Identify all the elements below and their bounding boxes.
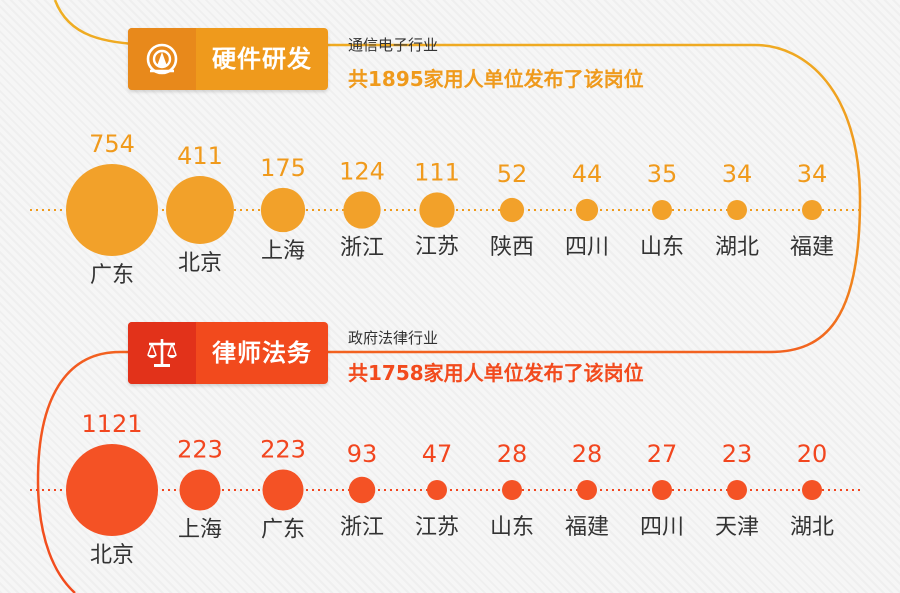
bubble-6 [502,480,522,500]
bubble-8 [652,200,672,220]
tag-hardware-rd: 硬件研发 [128,28,328,90]
bubble-7 [577,480,597,500]
tag-label: 律师法务 [212,339,312,367]
province-label-10: 福建 [790,235,834,260]
province-label-5: 江苏 [415,515,459,540]
bubble-10 [802,200,822,220]
value-label-6: 52 [497,160,528,188]
bubble-8 [652,480,672,500]
flow-path [36,0,862,593]
province-label-4: 浙江 [340,236,384,261]
bubble-10 [802,480,822,500]
province-label-7: 福建 [565,515,609,540]
bubble-1 [66,164,158,256]
province-label-2: 上海 [178,518,222,543]
bubble-9 [727,480,747,500]
province-label-7: 四川 [565,235,609,260]
value-label-10: 34 [797,160,828,188]
tag-legal-affairs: 律师法务 [128,322,328,384]
scales-of-justice-icon [128,322,196,384]
bubble-6 [499,197,525,223]
province-label-4: 浙江 [340,515,384,540]
bubble-2 [179,469,221,511]
bubble-3 [260,187,306,233]
value-label-4: 124 [339,157,385,185]
bubble-2 [166,176,234,244]
province-label-6: 陕西 [490,235,534,260]
value-label-9: 34 [722,160,753,188]
province-label-6: 山东 [490,515,534,540]
province-label-5: 江苏 [415,235,459,260]
bubble-1 [66,444,158,536]
value-label-1: 1121 [81,410,142,438]
province-label-1: 广东 [90,263,134,288]
value-label-7: 28 [572,440,603,468]
bubble-chart-2: 1121 北京 223 上海 223 广东 93 浙江 47 江苏 28 山东 28 福建 27 四川 23 天津… [30,410,862,568]
value-label-5: 47 [422,440,453,468]
value-label-2: 411 [177,142,223,170]
province-label-8: 四川 [640,515,684,540]
value-label-1: 754 [89,130,135,158]
bubble-4 [343,191,381,229]
value-label-3: 223 [260,435,306,463]
bubble-7 [575,198,599,222]
value-label-7: 44 [572,160,603,188]
bubble-9 [727,200,747,220]
bubble-5 [427,480,447,500]
value-label-2: 223 [177,435,223,463]
province-label-9: 湖北 [715,235,759,260]
value-label-4: 93 [347,440,378,468]
value-label-5: 111 [414,158,460,186]
employer-count-summary: 共1758家用人单位发布了该岗位 [348,361,644,385]
tag-label: 硬件研发 [212,45,312,73]
bubble-chart-1: 754 广东 411 北京 175 上海 124 浙江 111 江苏 52 陕西 44 四川 35 山东 34 湖… [30,130,862,288]
lighthouse-icon [128,28,196,90]
province-label-3: 广东 [261,518,305,543]
value-label-8: 27 [647,440,678,468]
province-label-1: 北京 [90,543,134,568]
province-label-3: 上海 [261,239,305,264]
bubble-4 [348,476,376,504]
bubble-charts: 754 广东 411 北京 175 上海 124 浙江 111 江苏 52 陕西 44 四川 35 山东 34 湖… [30,130,862,568]
value-label-3: 175 [260,154,306,182]
bubble-5 [419,192,455,228]
value-label-10: 20 [797,440,828,468]
employer-count-summary: 共1895家用人单位发布了该岗位 [348,67,644,91]
value-label-8: 35 [647,160,678,188]
value-label-6: 28 [497,440,528,468]
industry-label: 通信电子行业 [348,36,439,54]
province-label-2: 北京 [178,251,222,276]
industry-label: 政府法律行业 [348,329,439,347]
province-label-10: 湖北 [790,515,834,540]
bubble-3 [262,469,304,511]
value-label-9: 23 [722,440,753,468]
province-label-9: 天津 [715,515,759,540]
province-label-8: 山东 [640,235,684,260]
